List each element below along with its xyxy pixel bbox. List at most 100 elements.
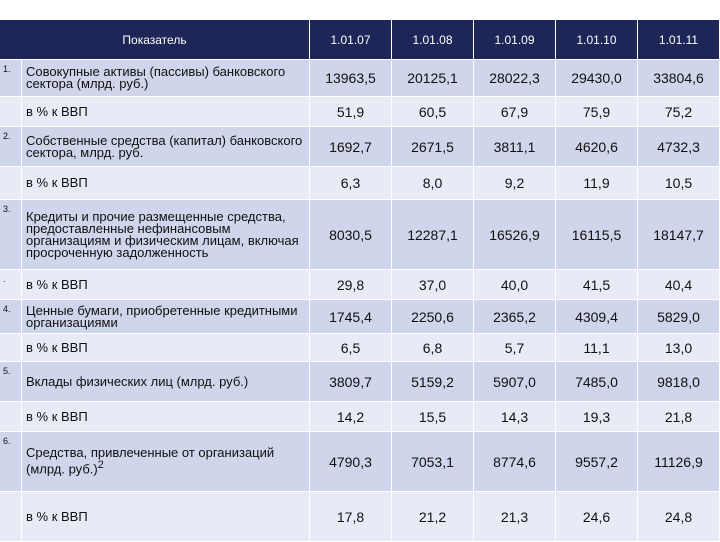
cell-text: в % к ВВП [26,175,88,190]
cell-text: 12287,1 [407,226,458,243]
value-cell: 20125,1 [392,60,474,97]
row-label: в % к ВВП [22,167,310,200]
cell-text: 7053,1 [411,453,454,470]
value-cell: 60,5 [392,97,474,127]
cell-text: 4620,6 [575,138,618,155]
cell-text: 40,4 [664,276,693,293]
value-cell: 5829,0 [638,300,720,334]
cell-text: 15,5 [418,408,447,425]
cell-text: в % к ВВП [26,339,88,355]
row-label: в % к ВВП [22,334,310,362]
cell-text: . [3,274,6,284]
value-cell: 12287,1 [392,200,474,270]
cell-text: Вклады физических лиц (млрд. руб.) [26,373,249,389]
cell-text: 20125,1 [407,70,458,86]
row-label: в % к ВВП [22,97,310,127]
value-cell: 9,2 [474,167,556,200]
value-cell: 2671,5 [392,127,474,167]
value-cell: 4309,4 [556,300,638,334]
value-cell: 29,8 [310,270,392,300]
value-cell: 6,5 [310,334,392,362]
value-cell: 17,8 [310,492,392,542]
value-cell: 1692,7 [310,127,392,167]
cell-text: 5907,0 [493,373,536,390]
value-cell: 4790,3 [310,432,392,492]
cell-text: 4. [3,304,11,314]
value-cell: 16526,9 [474,200,556,270]
value-cell: 3811,1 [474,127,556,167]
value-cell: 75,9 [556,97,638,127]
value-cell: 8,0 [392,167,474,200]
cell-text: 13963,5 [325,70,376,86]
header-cell: 1.01.11 [638,20,720,60]
value-cell: 13963,5 [310,60,392,97]
cell-text: 1.01.10 [576,32,617,47]
cell-text: 41,5 [582,276,611,293]
value-cell: 37,0 [392,270,474,300]
header-cell: 1.01.08 [392,20,474,60]
cell-text: 1.01.07 [330,32,371,47]
value-cell: 24,8 [638,492,720,542]
cell-text: в % к ВВП [26,508,88,524]
row-label: Средства, привлеченные от организаций (м… [22,432,310,492]
cell-text: Средства, привлеченные от организаций (м… [26,445,275,477]
cell-text: Кредиты и прочие размещенные средства, п… [26,208,299,260]
cell-text: 6,8 [422,339,443,356]
cell-text: 16115,5 [571,226,622,243]
row-label: в % к ВВП [22,270,310,300]
cell-text: 8774,6 [493,453,536,470]
cell-text: 75,2 [664,103,693,120]
row-number: 6. [0,432,22,492]
value-cell: 2365,2 [474,300,556,334]
value-cell: 29430,0 [556,60,638,97]
cell-text: 9557,2 [575,453,618,470]
value-cell: 21,3 [474,492,556,542]
header-cell: 1.01.07 [310,20,392,60]
cell-text: 1.01.09 [494,32,535,47]
value-cell: 40,0 [474,270,556,300]
value-cell: 19,3 [556,402,638,432]
cell-text: 6,3 [340,175,361,191]
cell-text: 67,9 [500,103,529,120]
value-cell: 24,6 [556,492,638,542]
value-cell: 8774,6 [474,432,556,492]
value-cell: 21,2 [392,492,474,542]
row-number: 5. [0,362,22,402]
cell-text: 9818,0 [657,373,700,390]
cell-text: 37,0 [418,276,447,293]
value-cell: 8030,5 [310,200,392,270]
value-cell: 13,0 [638,334,720,362]
header-cell: 1.01.09 [474,20,556,60]
cell-text: 5159,2 [411,373,454,390]
cell-text: 11126,9 [654,453,703,470]
row-label: Вклады физических лиц (млрд. руб.) [22,362,310,402]
cell-text: 1692,7 [329,138,372,155]
row-number [0,334,22,362]
cell-text: 10,5 [664,175,693,191]
row-label: Собственные средства (капитал) банковско… [22,127,310,167]
cell-text: 2671,5 [411,138,454,155]
value-cell: 2250,6 [392,300,474,334]
value-cell: 4620,6 [556,127,638,167]
cell-text: 18147,7 [653,226,704,243]
value-cell: 9557,2 [556,432,638,492]
value-cell: 11,1 [556,334,638,362]
cell-text: 6,5 [340,339,361,356]
row-label: Совокупные активы (пассивы) банковского … [22,60,310,97]
cell-text: 11,9 [583,175,610,191]
value-cell: 15,5 [392,402,474,432]
value-cell: 9818,0 [638,362,720,402]
cell-text: 40,0 [500,276,529,293]
value-cell: 7485,0 [556,362,638,402]
value-cell: 18147,7 [638,200,720,270]
cell-text: 21,8 [664,408,693,425]
row-label: в % к ВВП [22,402,310,432]
cell-text: Ценные бумаги, приобретенные кредитными … [26,302,298,330]
value-cell: 6,3 [310,167,392,200]
cell-text: 51,9 [336,103,365,120]
value-cell: 16115,5 [556,200,638,270]
row-label: в % к ВВП [22,492,310,542]
cell-text: 21,3 [500,508,529,525]
cell-text: 1. [3,64,11,74]
value-cell: 51,9 [310,97,392,127]
